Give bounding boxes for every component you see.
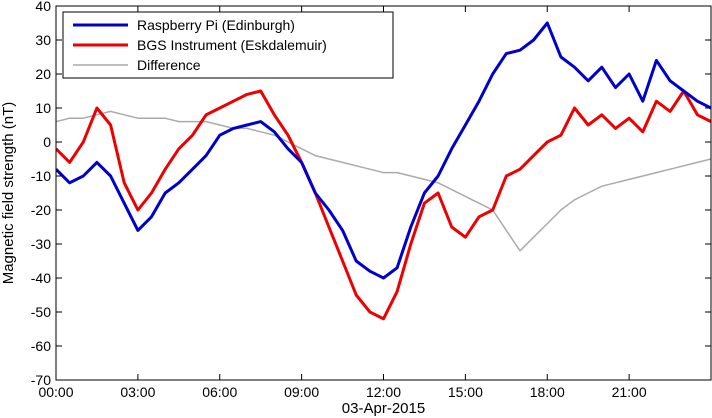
legend: Raspberry Pi (Edinburgh) BGS Instrument (… xyxy=(62,11,394,79)
x-tick-label: 21:00 xyxy=(612,384,647,400)
y-tick-label: -40 xyxy=(31,270,51,286)
series-lines xyxy=(56,21,711,321)
y-tick-label: 0 xyxy=(43,134,51,150)
x-axis-title: 03-Apr-2015 xyxy=(342,400,425,417)
y-tick-label: -30 xyxy=(31,236,51,252)
x-tick-label: 03:00 xyxy=(120,384,155,400)
x-tick-label: 18:00 xyxy=(530,384,565,400)
y-tick-label: -10 xyxy=(31,168,51,184)
x-tick-label: 15:00 xyxy=(448,384,483,400)
legend-label: Raspberry Pi (Edinburgh) xyxy=(137,17,295,33)
y-tick-label: -70 xyxy=(31,372,51,388)
y-tick-label: 20 xyxy=(35,66,51,82)
y-tick-label: 30 xyxy=(35,32,51,48)
y-tick-label: 10 xyxy=(35,100,51,116)
series-line-raspberry-pi-edinburgh xyxy=(56,21,711,280)
axis-tick-labels: 00:00 03:00 06:00 09:00 12:00 15:00 18:00 21:00… xyxy=(31,0,647,400)
axis-ticks xyxy=(55,5,711,381)
y-tick-label: 40 xyxy=(35,0,51,14)
series-line-bgs-instrument-eskdalemuir xyxy=(56,89,711,321)
y-axis-title: Magnetic field strength (nT) xyxy=(0,102,17,285)
y-tick-label: -50 xyxy=(31,304,51,320)
x-tick-label: 12:00 xyxy=(366,384,401,400)
y-tick-label: -20 xyxy=(31,202,51,218)
series-line-difference xyxy=(56,110,711,252)
legend-label: Difference xyxy=(137,57,201,73)
x-tick-label: 00:00 xyxy=(38,384,73,400)
legend-label: BGS Instrument (Eskdalemuir) xyxy=(137,37,327,53)
y-tick-label: -60 xyxy=(31,338,51,354)
x-tick-label: 06:00 xyxy=(202,384,237,400)
x-tick-label: 09:00 xyxy=(284,384,319,400)
